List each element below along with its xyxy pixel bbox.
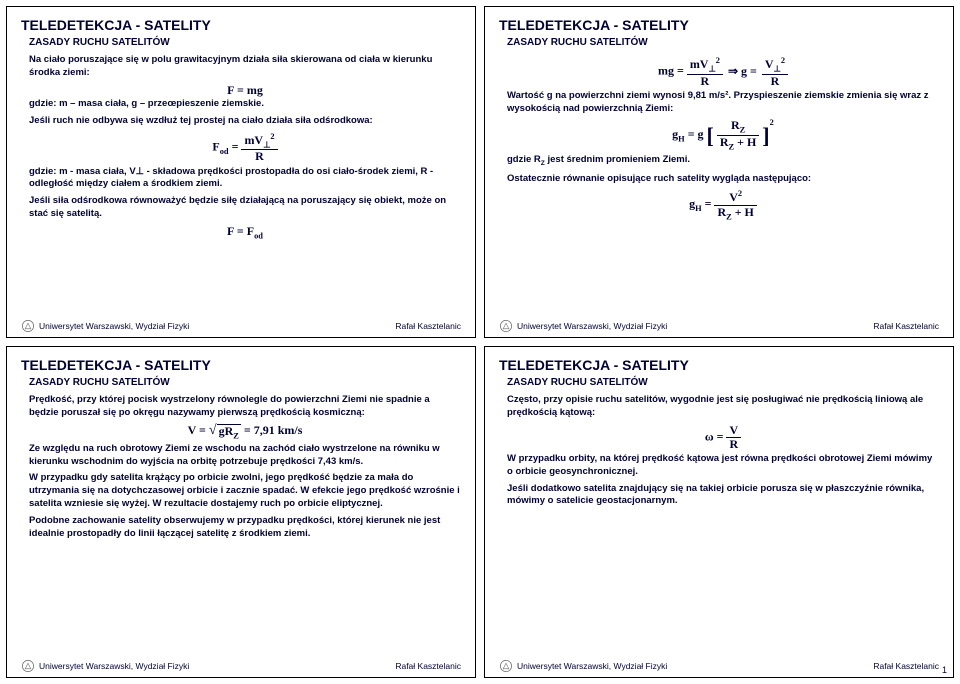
slide-footer: Uniwersytet Warszawski, Wydział Fizyki R… [21, 319, 461, 333]
slide-subtitle: ZASADY RUCHU SATELITÓW [29, 377, 461, 388]
slide-title: TELEDETEKCJA - SATELITY [499, 357, 939, 373]
footer-right: Rafał Kasztelanic [395, 661, 461, 671]
slide-body: Często, przy opisie ruchu satelitów, wyg… [507, 394, 939, 655]
para: Jeśli siła odśrodkowa równoważyć będzie … [29, 195, 461, 221]
para: gdzie RZ jest średnim promieniem Ziemi. [507, 154, 939, 169]
para: Na ciało poruszające się w polu grawitac… [29, 54, 461, 80]
para: Podobne zachowanie satelity obserwujemy … [29, 515, 461, 541]
para: Prędkość, przy której pocisk wystrzelony… [29, 394, 461, 420]
equation: mg = mV⊥2R ⇒ g = V⊥2R [507, 56, 939, 88]
slide-title: TELEDETEKCJA - SATELITY [21, 357, 461, 373]
slide-4: TELEDETEKCJA - SATELITY ZASADY RUCHU SAT… [484, 346, 954, 678]
para: Ze względu na ruch obrotowy Ziemi ze wsc… [29, 443, 461, 469]
slide-title: TELEDETEKCJA - SATELITY [499, 17, 939, 33]
slide-footer: Uniwersytet Warszawski, Wydział Fizyki R… [499, 659, 939, 673]
para: Wartość g na powierzchni ziemi wynosi 9,… [507, 90, 939, 116]
slide-3: TELEDETEKCJA - SATELITY ZASADY RUCHU SAT… [6, 346, 476, 678]
slide-subtitle: ZASADY RUCHU SATELITÓW [507, 37, 939, 48]
para: Ostatecznie równanie opisujące ruch sate… [507, 173, 939, 186]
para: Jeśli ruch nie odbywa się wzdłuż tej pro… [29, 115, 461, 128]
para: gdzie: m – masa ciała, g – przeœpieszeni… [29, 98, 461, 111]
para: Często, przy opisie ruchu satelitów, wyg… [507, 394, 939, 420]
equation: F = Fod [29, 225, 461, 241]
footer-left: Uniwersytet Warszawski, Wydział Fizyki [517, 321, 667, 331]
footer-right: Rafał Kasztelanic [873, 321, 939, 331]
slide-title: TELEDETEKCJA - SATELITY [21, 17, 461, 33]
footer-right: Rafał Kasztelanic [873, 661, 939, 671]
slide-2: TELEDETEKCJA - SATELITY ZASADY RUCHU SAT… [484, 6, 954, 338]
equation: Fod = mV⊥2R [29, 132, 461, 164]
footer-left: Uniwersytet Warszawski, Wydział Fizyki [517, 661, 667, 671]
slide-1: TELEDETEKCJA - SATELITY ZASADY RUCHU SAT… [6, 6, 476, 338]
equation: V = gRZ = 7,91 km/s [29, 424, 461, 441]
slide-subtitle: ZASADY RUCHU SATELITÓW [507, 377, 939, 388]
footer-left: Uniwersytet Warszawski, Wydział Fizyki [39, 661, 189, 671]
para: W przypadku gdy satelita krążący po orbi… [29, 472, 461, 510]
slide-footer: Uniwersytet Warszawski, Wydział Fizyki R… [21, 659, 461, 673]
para: gdzie: m - masa ciała, V⊥ - składowa prę… [29, 166, 461, 192]
equation: gH = g [ RZRZ + H ]2 [507, 119, 939, 151]
para: Jeśli dodatkowo satelita znajdujący się … [507, 483, 939, 509]
slide-body: mg = mV⊥2R ⇒ g = V⊥2R Wartość g na powie… [507, 54, 939, 315]
footer-right: Rafał Kasztelanic [395, 321, 461, 331]
slide-subtitle: ZASADY RUCHU SATELITÓW [29, 37, 461, 48]
slide-body: Prędkość, przy której pocisk wystrzelony… [29, 394, 461, 655]
equation: ω = VR [507, 424, 939, 451]
slide-footer: Uniwersytet Warszawski, Wydział Fizyki R… [499, 319, 939, 333]
equation: gH = V2RZ + H [507, 189, 939, 221]
para: W przypadku orbity, na której prędkość k… [507, 453, 939, 479]
page-number: 1 [942, 665, 947, 675]
equation: F = mg [29, 84, 461, 97]
footer-left: Uniwersytet Warszawski, Wydział Fizyki [39, 321, 189, 331]
slide-body: Na ciało poruszające się w polu grawitac… [29, 54, 461, 315]
